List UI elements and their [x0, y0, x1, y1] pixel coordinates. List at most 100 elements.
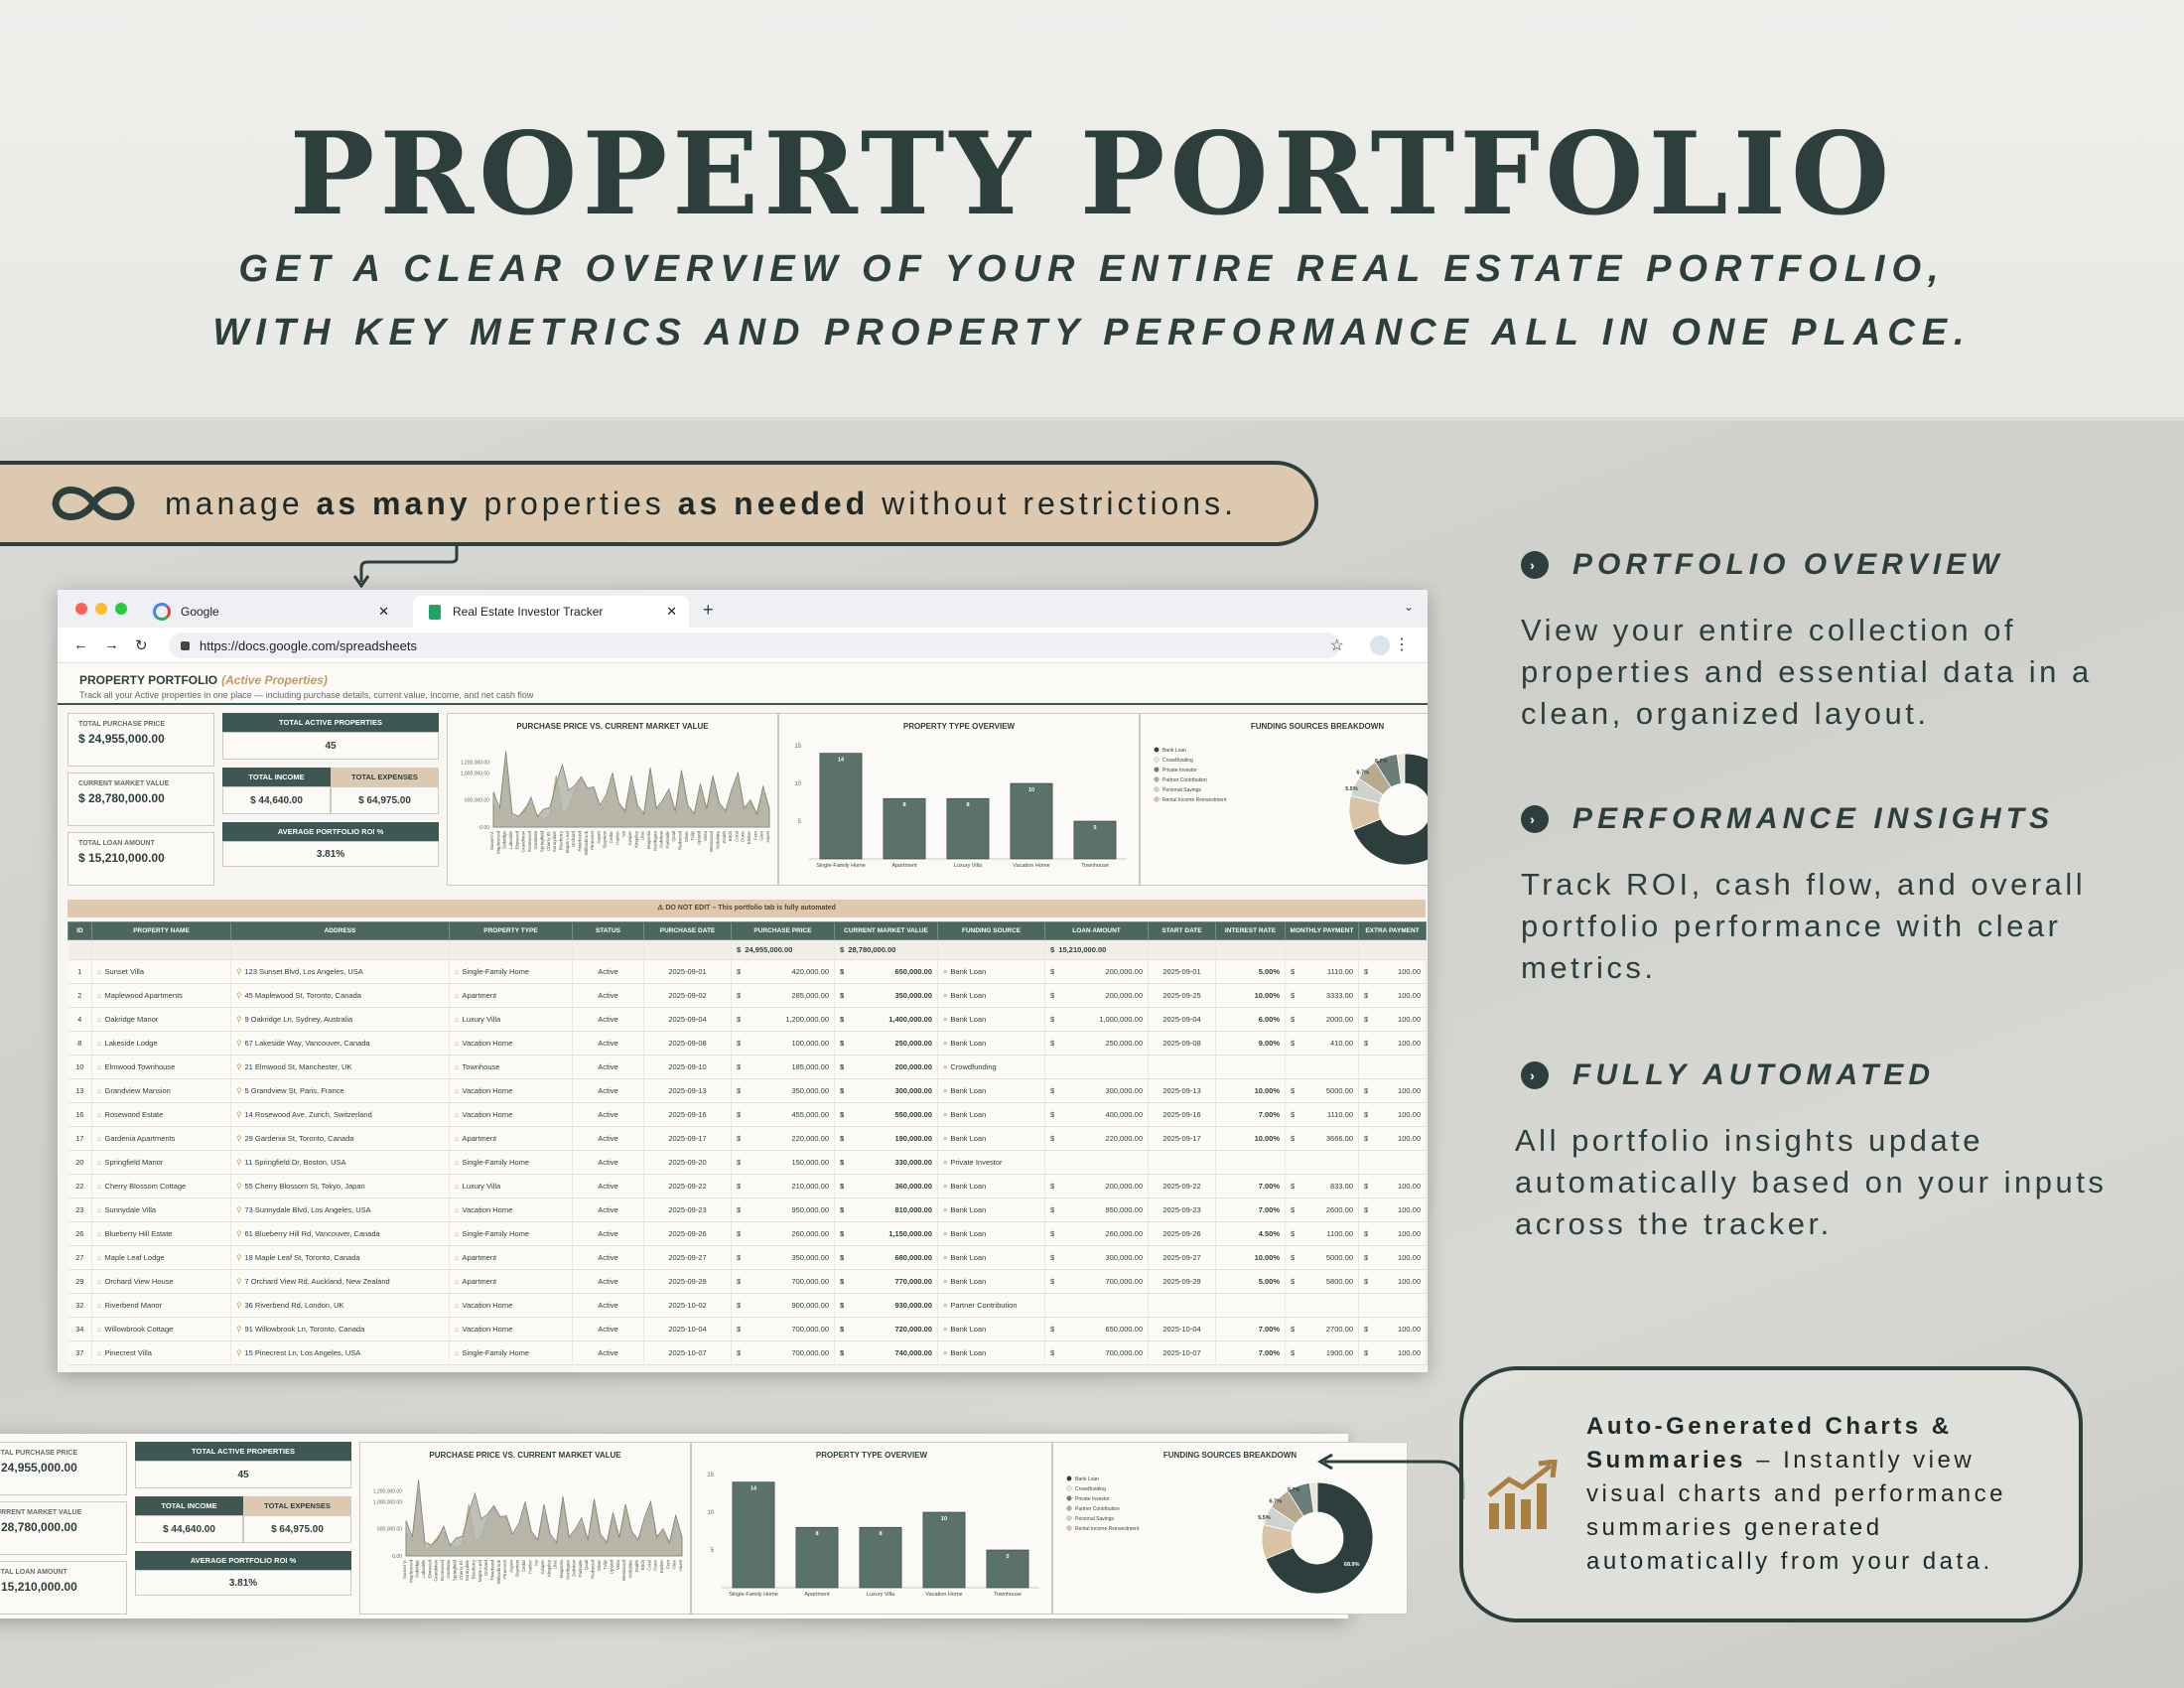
table-cell[interactable]: $200,000.00 [1044, 959, 1149, 984]
table-cell[interactable]: ⌂ Vacation Home [449, 1293, 573, 1318]
table-cell[interactable]: 10.00% [1215, 983, 1286, 1008]
table-cell[interactable]: $680,000.00 [834, 1245, 938, 1270]
table-cell[interactable]: 2025-09-16 [643, 1102, 732, 1127]
table-cell[interactable]: ⌂ Luxury Villa [449, 1174, 573, 1198]
table-cell[interactable]: 2025-09-02 [643, 983, 732, 1008]
table-cell[interactable]: $410.00 [1285, 1031, 1359, 1055]
table-row[interactable]: 16 ⌂ Rosewood Estate ⚲ 14 Rosewood Ave, Zuri… [68, 1102, 1427, 1127]
table-cell[interactable]: 13 [68, 1078, 92, 1103]
table-cell[interactable]: ⚲ 7 Orchard View Rd, Auckland, New Zealan… [230, 1269, 450, 1294]
table-cell[interactable]: 22 [68, 1174, 92, 1198]
table-cell[interactable]: ⌂ Lakeside Lodge [91, 1031, 231, 1055]
table-cell[interactable]: ⌂ Sunset Villa [91, 959, 231, 984]
table-row[interactable]: 32 ⌂ Riverbend Manor ⚲ 36 Riverbend Rd, Lond… [68, 1293, 1427, 1318]
table-cell[interactable]: $220,000.00 [731, 1126, 835, 1151]
table-cell[interactable]: 2025-09-13 [1148, 1078, 1216, 1103]
table-cell[interactable]: 4 [68, 1007, 92, 1032]
table-cell[interactable]: Active [572, 1269, 644, 1294]
table-cell[interactable]: 9.00% [1215, 1031, 1286, 1055]
table-cell[interactable]: 2025-09-17 [1148, 1126, 1216, 1151]
table-cell[interactable]: $300,000.00 [1044, 1245, 1149, 1270]
table-cell[interactable]: ⌂ Townhouse [449, 1055, 573, 1079]
table-cell[interactable]: $810,000.00 [834, 1197, 938, 1222]
table-row[interactable]: 23 ⌂ Sunnydale Villa ⚲ 73 Sunnydale Blvd, Lo… [68, 1197, 1427, 1222]
table-cell[interactable]: $300,000.00 [834, 1078, 938, 1103]
table-cell[interactable]: ⌂ Blueberry Hill Estate [91, 1221, 231, 1246]
table-cell[interactable]: 5.00% [1215, 1269, 1286, 1294]
table-cell[interactable]: 2 [68, 983, 92, 1008]
table-cell[interactable]: ≡ Bank Loan [937, 1197, 1045, 1222]
table-cell[interactable]: $833.00 [1285, 1174, 1359, 1198]
table-cell[interactable]: ≡ Private Investor [937, 1150, 1045, 1175]
table-cell[interactable]: $700,000.00 [731, 1340, 835, 1365]
table-cell[interactable]: $100.00 [1358, 1174, 1427, 1198]
column-header[interactable]: MONTHLY PAYMENT [1285, 921, 1359, 940]
table-cell[interactable]: 2025-10-07 [1148, 1340, 1216, 1365]
table-cell[interactable]: $950,000.00 [731, 1197, 835, 1222]
table-row[interactable]: 27 ⌂ Maple Leaf Lodge ⚲ 18 Maple Leaf St, To… [68, 1245, 1427, 1270]
table-cell[interactable]: $770,000.00 [834, 1269, 938, 1294]
column-header[interactable]: ADDRESS [230, 921, 450, 940]
table-cell[interactable]: $100.00 [1358, 1102, 1427, 1127]
table-cell[interactable] [1148, 1150, 1216, 1175]
table-cell[interactable]: ⚲ 18 Maple Leaf St, Toronto, Canada [230, 1245, 450, 1270]
column-header[interactable]: STATUS [572, 921, 644, 940]
table-cell[interactable]: 4.50% [1215, 1221, 1286, 1246]
table-cell[interactable]: 7.00% [1215, 1102, 1286, 1127]
table-cell[interactable]: $100.00 [1358, 959, 1427, 984]
table-cell[interactable]: ⚲ 14 Rosewood Ave, Zurich, Switzerland [230, 1102, 450, 1127]
table-cell[interactable]: ⚲ 61 Blueberry Hill Rd, Vancouver, Canada [230, 1221, 450, 1246]
table-cell[interactable]: ≡ Bank Loan [937, 1078, 1045, 1103]
table-cell[interactable]: Active [572, 1031, 644, 1055]
column-header[interactable]: ID [68, 921, 92, 940]
table-cell[interactable]: ≡ Bank Loan [937, 1174, 1045, 1198]
table-cell[interactable]: ⌂ Vacation Home [449, 1197, 573, 1222]
table-cell[interactable]: 2025-09-29 [1148, 1269, 1216, 1294]
table-cell[interactable]: 2025-09-01 [643, 959, 732, 984]
table-cell[interactable]: ⌂ Vacation Home [449, 1031, 573, 1055]
table-cell[interactable]: $350,000.00 [834, 983, 938, 1008]
table-cell[interactable]: ⌂ Vacation Home [449, 1317, 573, 1341]
maximize-window-button[interactable] [115, 603, 127, 615]
table-cell[interactable]: 7.00% [1215, 1340, 1286, 1365]
table-cell[interactable]: $330,000.00 [834, 1150, 938, 1175]
tab-google[interactable]: Google ✕ [153, 596, 401, 628]
table-cell[interactable]: ⌂ Rosewood Estate [91, 1102, 231, 1127]
table-cell[interactable]: Active [572, 1078, 644, 1103]
table-cell[interactable]: ⌂ Sunnydale Villa [91, 1197, 231, 1222]
table-cell[interactable]: $1110.00 [1285, 959, 1359, 984]
table-cell[interactable]: ⌂ Cherry Blossom Cottage [91, 1174, 231, 1198]
table-row[interactable]: 4 ⌂ Oakridge Manor ⚲ 9 Oakridge Ln, Sydney, … [68, 1007, 1427, 1032]
table-cell[interactable] [1044, 1293, 1149, 1318]
table-cell[interactable]: ⌂ Apartment [449, 1269, 573, 1294]
table-cell[interactable]: $100.00 [1358, 1078, 1427, 1103]
table-cell[interactable]: 2025-09-26 [643, 1221, 732, 1246]
chevron-down-icon[interactable]: ⌄ [1403, 600, 1414, 614]
table-cell[interactable]: $200,000.00 [1044, 983, 1149, 1008]
table-cell[interactable]: Active [572, 1102, 644, 1127]
table-cell[interactable]: ⌂ Apartment [449, 983, 573, 1008]
table-cell[interactable]: 2025-09-22 [1148, 1174, 1216, 1198]
table-cell[interactable]: $220,000.00 [1044, 1126, 1149, 1151]
table-cell[interactable] [1215, 1293, 1286, 1318]
table-cell[interactable]: 2025-09-23 [643, 1197, 732, 1222]
table-cell[interactable]: 2025-10-04 [1148, 1317, 1216, 1341]
table-row[interactable]: 29 ⌂ Orchard View House ⚲ 7 Orchard View Rd,… [68, 1269, 1427, 1294]
table-cell[interactable]: $650,000.00 [834, 959, 938, 984]
table-cell[interactable]: ≡ Bank Loan [937, 1007, 1045, 1032]
table-cell[interactable]: ≡ Bank Loan [937, 1245, 1045, 1270]
table-cell[interactable]: 2025-09-01 [1148, 959, 1216, 984]
table-cell[interactable]: 16 [68, 1102, 92, 1127]
table-cell[interactable]: ⚲ 21 Elmwood St, Manchester, UK [230, 1055, 450, 1079]
column-header[interactable]: EXTRA PAYMENT [1358, 921, 1427, 940]
table-cell[interactable]: $740,000.00 [834, 1340, 938, 1365]
table-cell[interactable]: ⌂ Oakridge Manor [91, 1007, 231, 1032]
table-cell[interactable]: $5000.00 [1285, 1078, 1359, 1103]
table-cell[interactable]: $100.00 [1358, 1317, 1427, 1341]
table-cell[interactable]: Active [572, 1293, 644, 1318]
table-cell[interactable] [1358, 1150, 1427, 1175]
table-cell[interactable]: 10 [68, 1055, 92, 1079]
table-cell[interactable]: 34 [68, 1317, 92, 1341]
table-cell[interactable] [1285, 1055, 1359, 1079]
table-cell[interactable]: $5800.00 [1285, 1269, 1359, 1294]
